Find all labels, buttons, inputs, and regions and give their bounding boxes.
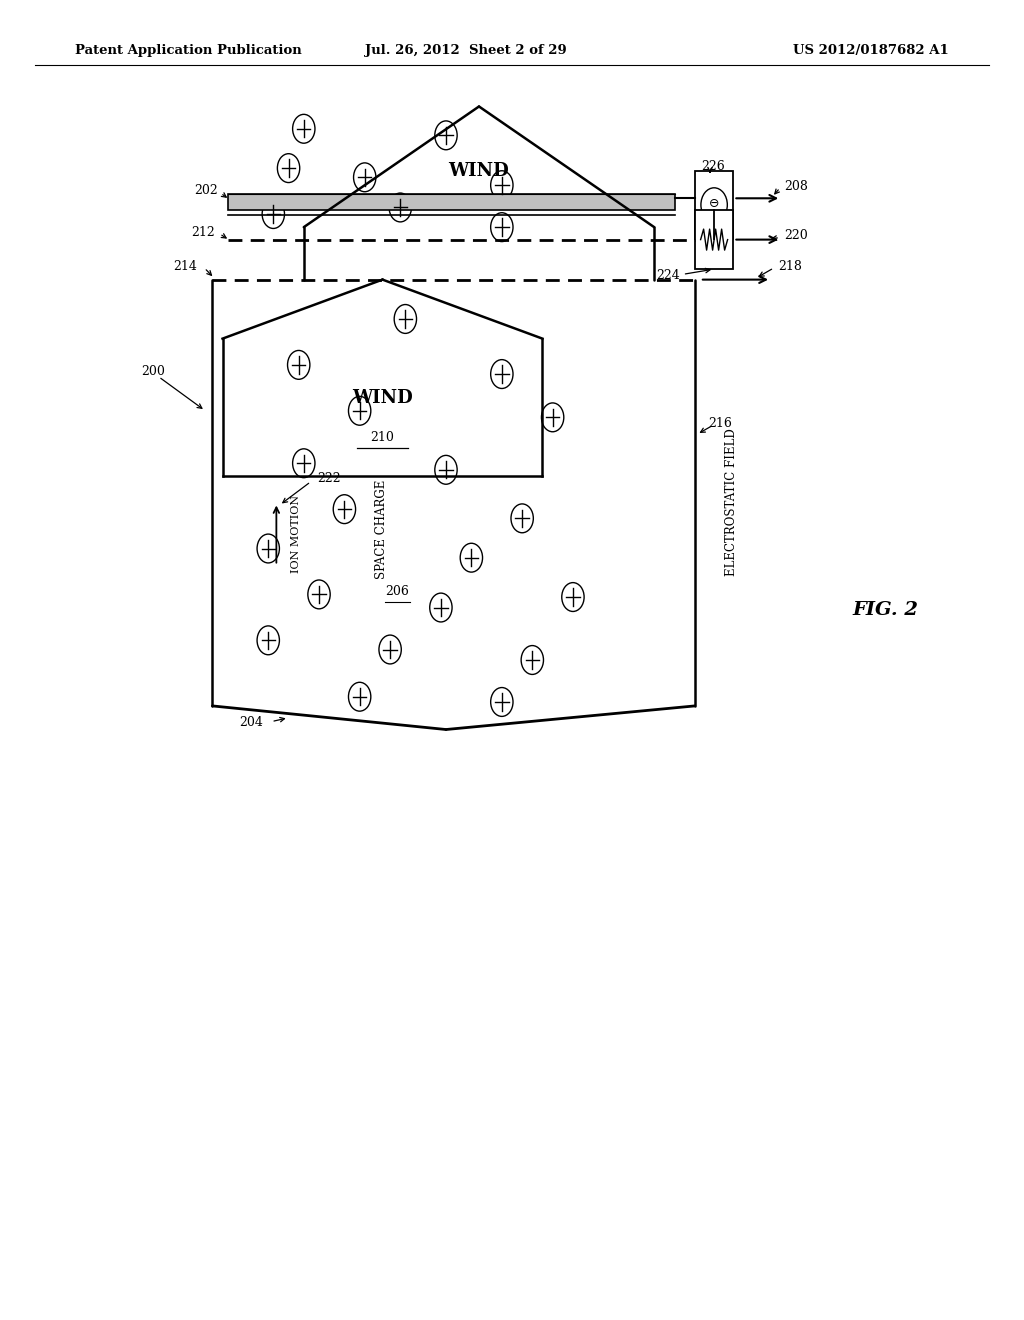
Bar (695, 210, 733, 269)
Text: 220: 220 (784, 228, 808, 242)
Text: 224: 224 (655, 269, 680, 282)
Text: ION MOTION: ION MOTION (291, 495, 301, 573)
Text: WIND: WIND (449, 162, 509, 180)
Text: 204: 204 (240, 717, 263, 730)
Text: ELECTROSTATIC FIELD: ELECTROSTATIC FIELD (725, 429, 738, 577)
Text: $\ominus$: $\ominus$ (709, 197, 720, 210)
Bar (227, 194, 675, 210)
Text: 212: 212 (191, 226, 215, 239)
Text: FIG. 2: FIG. 2 (852, 601, 919, 619)
Text: 200: 200 (141, 364, 165, 378)
Text: SPACE CHARGE: SPACE CHARGE (375, 479, 388, 578)
Bar (695, 170, 733, 239)
Text: 226: 226 (700, 160, 725, 173)
Text: 218: 218 (778, 260, 802, 273)
Text: Patent Application Publication: Patent Application Publication (75, 44, 302, 57)
Text: 206: 206 (385, 585, 409, 598)
Text: 214: 214 (173, 260, 198, 273)
Text: 208: 208 (784, 180, 808, 193)
Text: 202: 202 (194, 183, 217, 197)
Text: 210: 210 (371, 430, 394, 444)
Text: US 2012/0187682 A1: US 2012/0187682 A1 (793, 44, 949, 57)
Text: WIND: WIND (352, 388, 413, 407)
Text: Jul. 26, 2012  Sheet 2 of 29: Jul. 26, 2012 Sheet 2 of 29 (366, 44, 567, 57)
Text: 222: 222 (317, 473, 341, 486)
Text: 216: 216 (708, 417, 732, 430)
